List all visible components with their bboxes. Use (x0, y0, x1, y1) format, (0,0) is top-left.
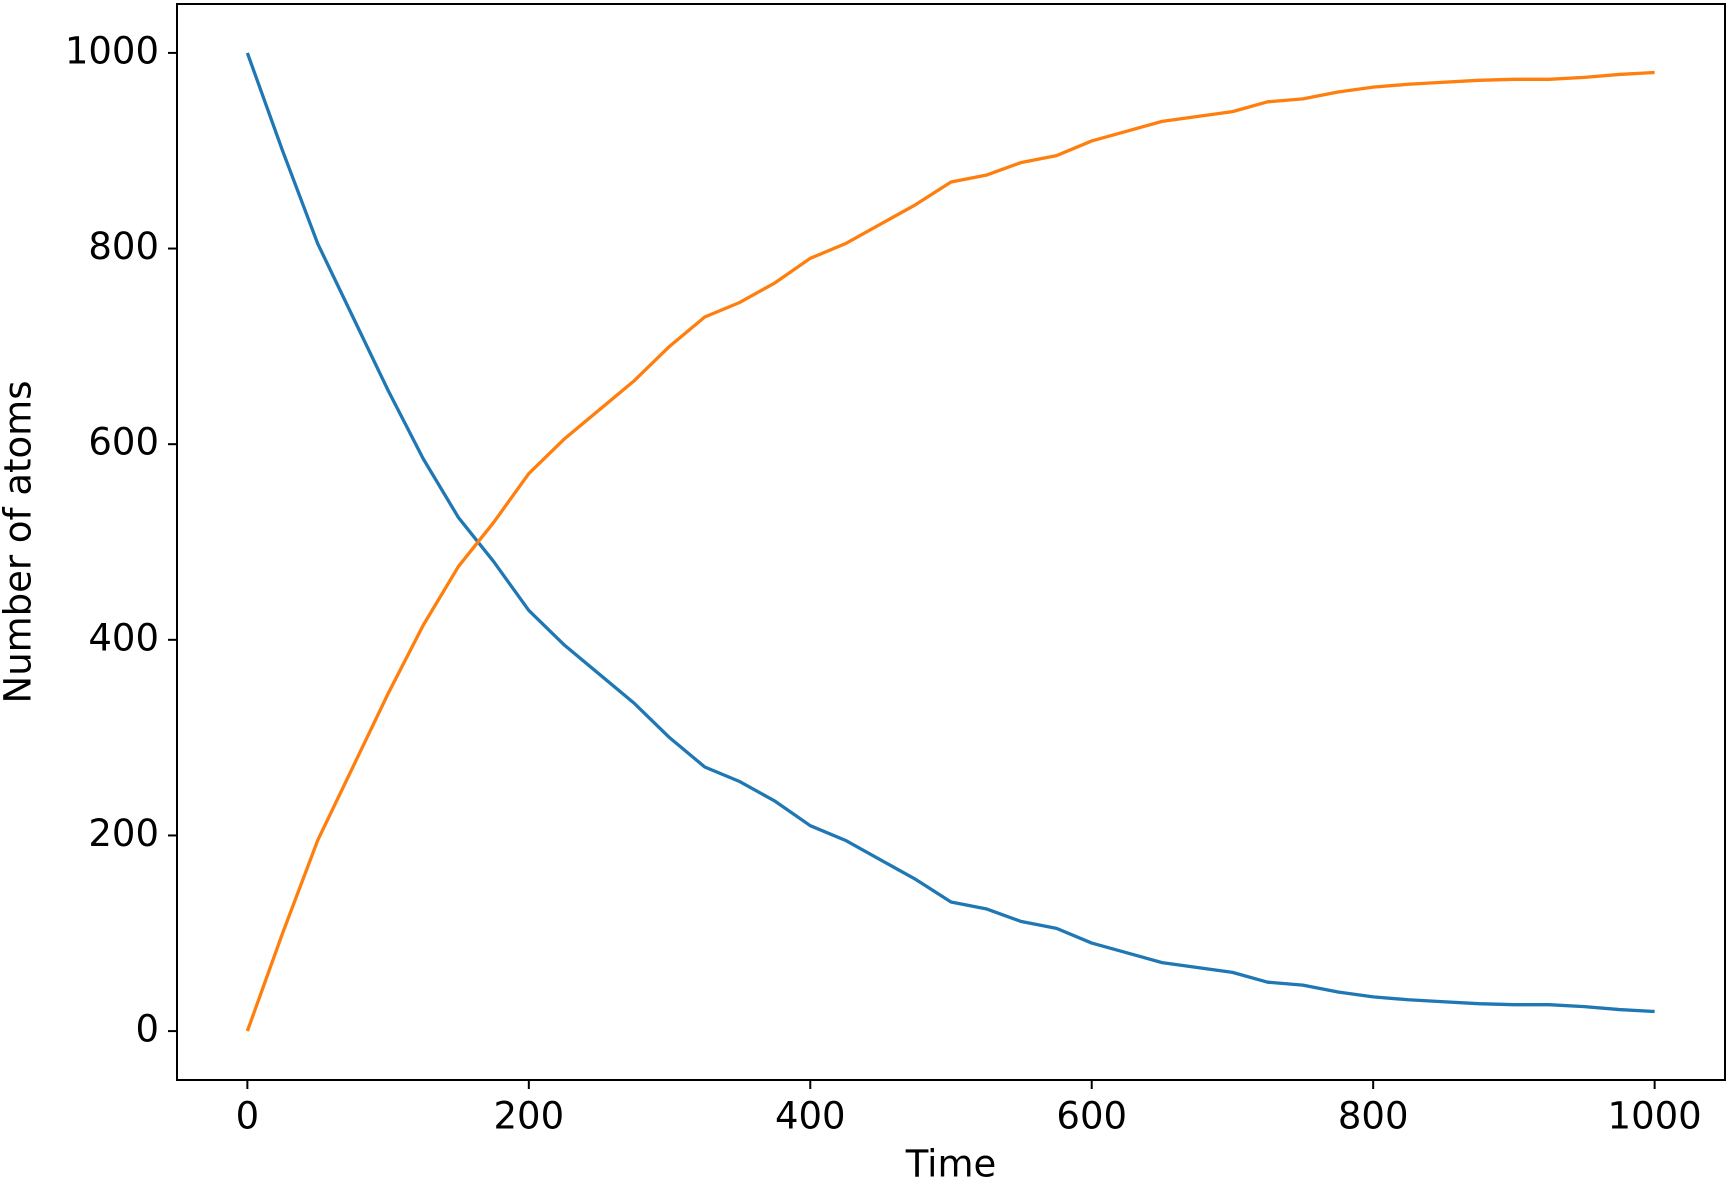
y-tick-label: 0 (135, 1008, 159, 1051)
data-line (245, 70, 1655, 1032)
x-tick-label: 400 (775, 1095, 846, 1138)
x-tick-label: 800 (1338, 1095, 1409, 1138)
x-tick-label: 200 (494, 1095, 565, 1138)
y-tick-label: 400 (88, 616, 159, 659)
y-tick-label: 1000 (65, 29, 159, 72)
y-tick-label: 200 (88, 812, 159, 855)
plot-frame (176, 3, 1726, 1081)
y-tick-label: 800 (88, 225, 159, 268)
y-axis-label: Number of atoms (0, 381, 40, 704)
data-line (245, 52, 1655, 1014)
x-tick-label: 600 (1056, 1095, 1127, 1138)
x-axis-label: Time (905, 1143, 997, 1186)
x-tick-label: 1000 (1608, 1095, 1702, 1138)
y-tick-label: 600 (88, 421, 159, 464)
x-tick-label: 0 (236, 1095, 260, 1138)
